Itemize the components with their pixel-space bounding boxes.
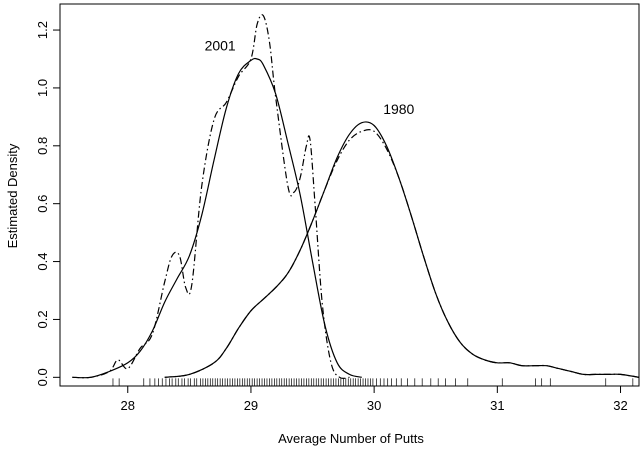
density-curve-1980-solid xyxy=(164,121,640,378)
rug-marks xyxy=(112,378,634,387)
x-tick-label: 31 xyxy=(490,398,504,413)
y-tick-label: 0.2 xyxy=(35,310,50,328)
x-tick-label: 32 xyxy=(613,398,627,413)
density-curve-2001-dashdot xyxy=(72,14,350,379)
y-axis: 0.0 0.2 0.4 0.6 0.8 1.0 1.2 xyxy=(35,21,60,386)
density-curve-2001-solid xyxy=(72,57,362,379)
y-axis-label: Estimated Density xyxy=(5,143,20,248)
x-tick-label: 29 xyxy=(244,398,258,413)
annotation-1980: 1980 xyxy=(383,101,414,117)
y-tick-label: 0.0 xyxy=(35,368,50,386)
x-axis-label: Average Number of Putts xyxy=(278,431,424,446)
y-tick-label: 1.2 xyxy=(35,21,50,39)
x-tick-label: 28 xyxy=(121,398,135,413)
plot-frame xyxy=(59,3,640,387)
y-tick-label: 0.4 xyxy=(35,253,50,271)
x-axis: 28 29 30 31 32 xyxy=(121,386,628,413)
y-tick-label: 1.0 xyxy=(35,79,50,97)
x-tick-label: 30 xyxy=(367,398,381,413)
y-tick-label: 0.8 xyxy=(35,137,50,155)
annotation-2001: 2001 xyxy=(205,37,236,53)
curve-annotations: 2001 1980 xyxy=(205,37,415,117)
density-curve-1980-dashdot xyxy=(164,129,640,378)
y-tick-label: 0.6 xyxy=(35,195,50,213)
density-curves xyxy=(72,14,640,379)
